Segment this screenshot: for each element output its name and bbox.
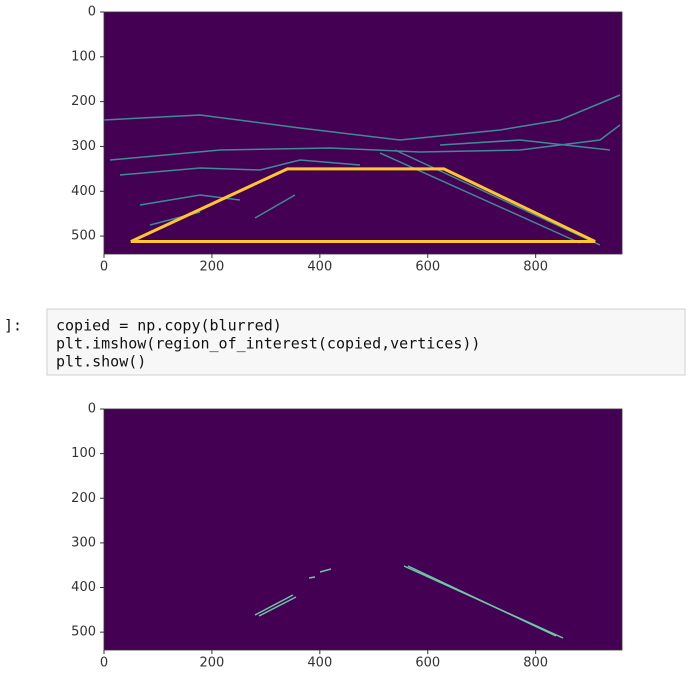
x-tick-label: 400 bbox=[307, 260, 332, 275]
y-tick-label: 300 bbox=[71, 535, 96, 550]
x-tick-label: 600 bbox=[415, 656, 440, 671]
x-tick-label: 200 bbox=[200, 260, 225, 275]
edge-line bbox=[309, 577, 315, 578]
y-tick-label: 0 bbox=[88, 5, 96, 20]
y-tick-label: 500 bbox=[71, 229, 96, 244]
image bbox=[104, 409, 622, 650]
code-line: copied = np.copy(blurred) bbox=[56, 317, 282, 335]
x-tick-label: 400 bbox=[307, 656, 332, 671]
y-tick-label: 200 bbox=[71, 491, 96, 506]
y-tick-label: 200 bbox=[71, 94, 96, 109]
x-tick-label: 0 bbox=[100, 260, 108, 275]
code-line: plt.show() bbox=[56, 353, 146, 371]
y-tick-label: 300 bbox=[71, 139, 96, 154]
x-tick-label: 200 bbox=[200, 656, 225, 671]
y-tick-label: 100 bbox=[71, 446, 96, 461]
x-tick-label: 800 bbox=[523, 260, 548, 275]
y-tick-label: 500 bbox=[71, 625, 96, 640]
x-tick-label: 600 bbox=[415, 260, 440, 275]
notebook: ]: copied = np.copy(blurred) plt.imshow(… bbox=[0, 0, 689, 673]
y-tick-label: 100 bbox=[71, 49, 96, 64]
x-tick-label: 0 bbox=[100, 656, 108, 671]
y-tick-label: 400 bbox=[71, 580, 96, 595]
page: ]: copied = np.copy(blurred) plt.imshow(… bbox=[0, 0, 689, 677]
x-tick-label: 800 bbox=[523, 656, 548, 671]
code-line: plt.imshow(region_of_interest(copied,ver… bbox=[56, 335, 480, 353]
y-tick-label: 0 bbox=[88, 402, 96, 417]
y-tick-label: 400 bbox=[71, 184, 96, 199]
prompt: ]: bbox=[4, 317, 22, 335]
